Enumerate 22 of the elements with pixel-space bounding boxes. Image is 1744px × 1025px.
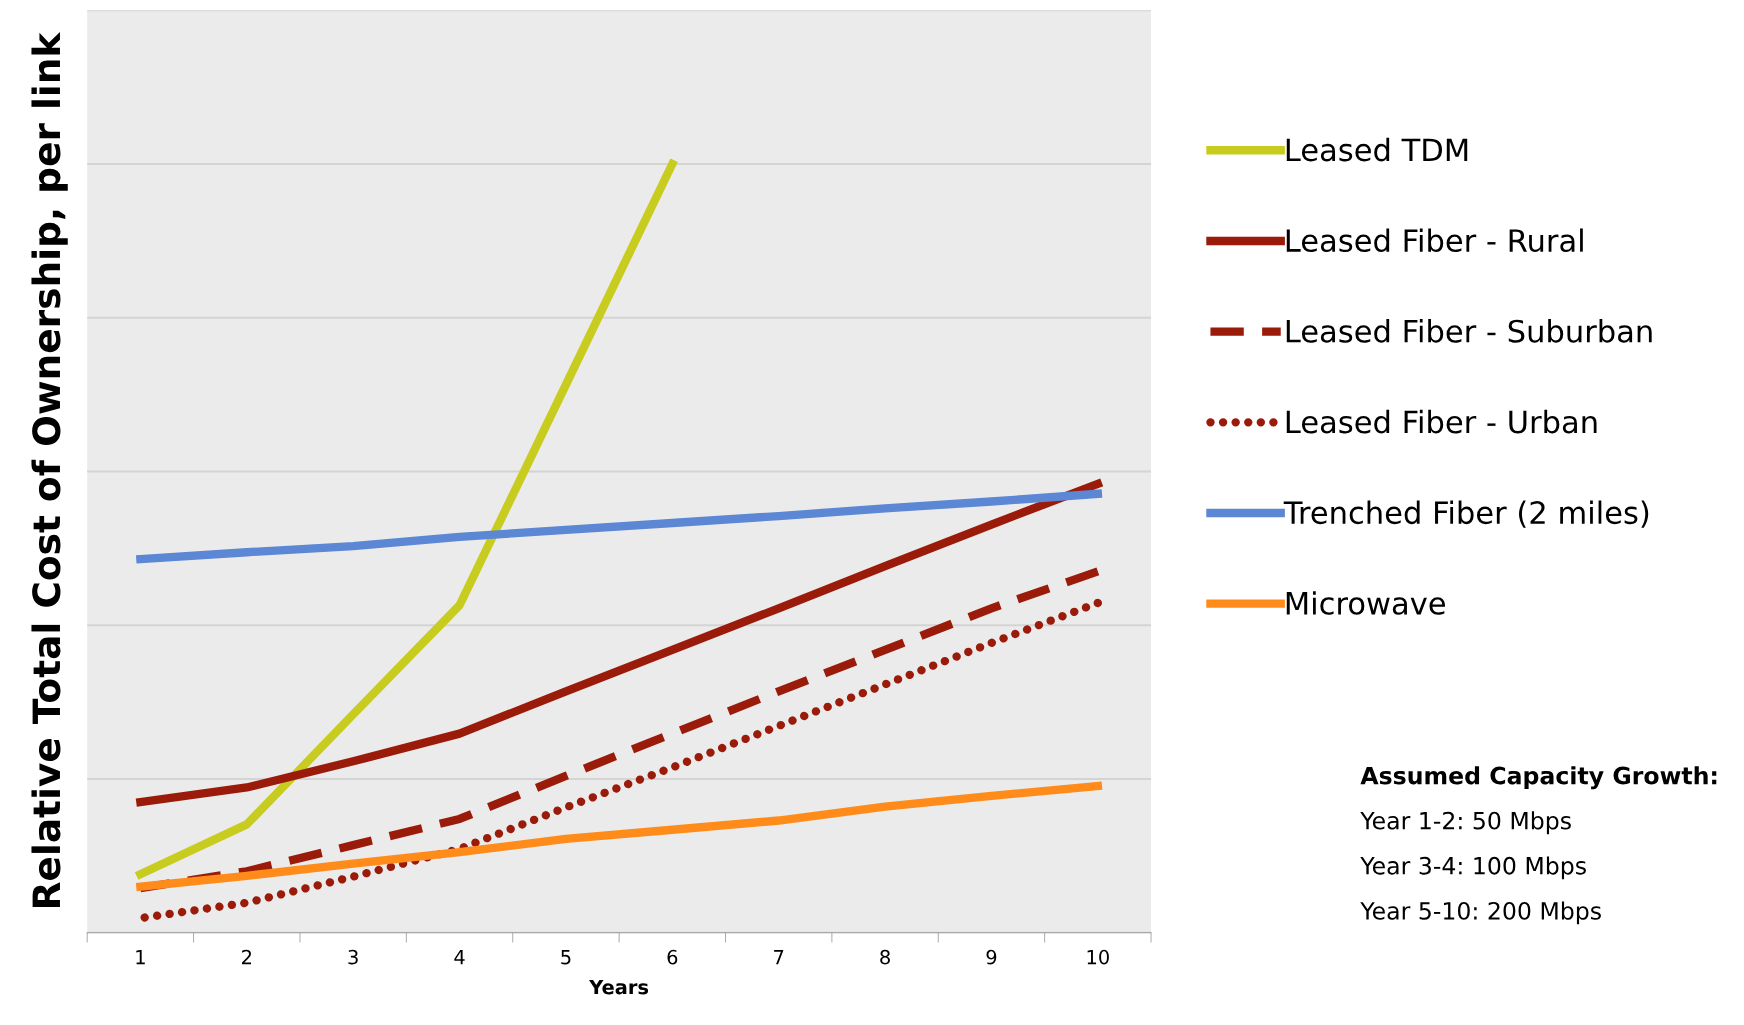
x-tick-label: 9: [986, 949, 997, 965]
x-tick-label: 10: [1087, 949, 1109, 965]
x-tick-label: 2: [242, 949, 252, 965]
x-tick-label: 6: [667, 949, 678, 965]
x-tick-label: 3: [348, 949, 358, 965]
text: Year 3-4: 100 Mbps: [1360, 856, 1586, 880]
x-tick-label: 1: [136, 950, 145, 965]
legend-label: Microwave: [1286, 591, 1445, 615]
x-tick-label: 5: [561, 950, 571, 965]
legend-label: Trenched Fiber (2 miles): [1283, 500, 1649, 528]
x-tick-label: 7: [774, 950, 784, 965]
legend-label: Leased Fiber - Rural: [1286, 228, 1583, 253]
legend-label: Leased Fiber - Urban: [1286, 409, 1597, 434]
legend-label: Leased Fiber - Suburban: [1286, 319, 1652, 343]
x-axis-title: Years: [589, 979, 649, 995]
text: Year 1-2: 50 Mbps: [1360, 811, 1571, 835]
x-tick-label: 4: [454, 950, 465, 965]
x-tick-label: 8: [880, 949, 890, 965]
text: Assumed Capacity Growth:: [1360, 766, 1717, 790]
y-axis-title: Relative Total Cost of Ownership, per link: [31, 31, 68, 907]
text: Year 5-10: 200 Mbps: [1360, 901, 1601, 925]
legend-label: Leased TDM: [1286, 137, 1468, 162]
